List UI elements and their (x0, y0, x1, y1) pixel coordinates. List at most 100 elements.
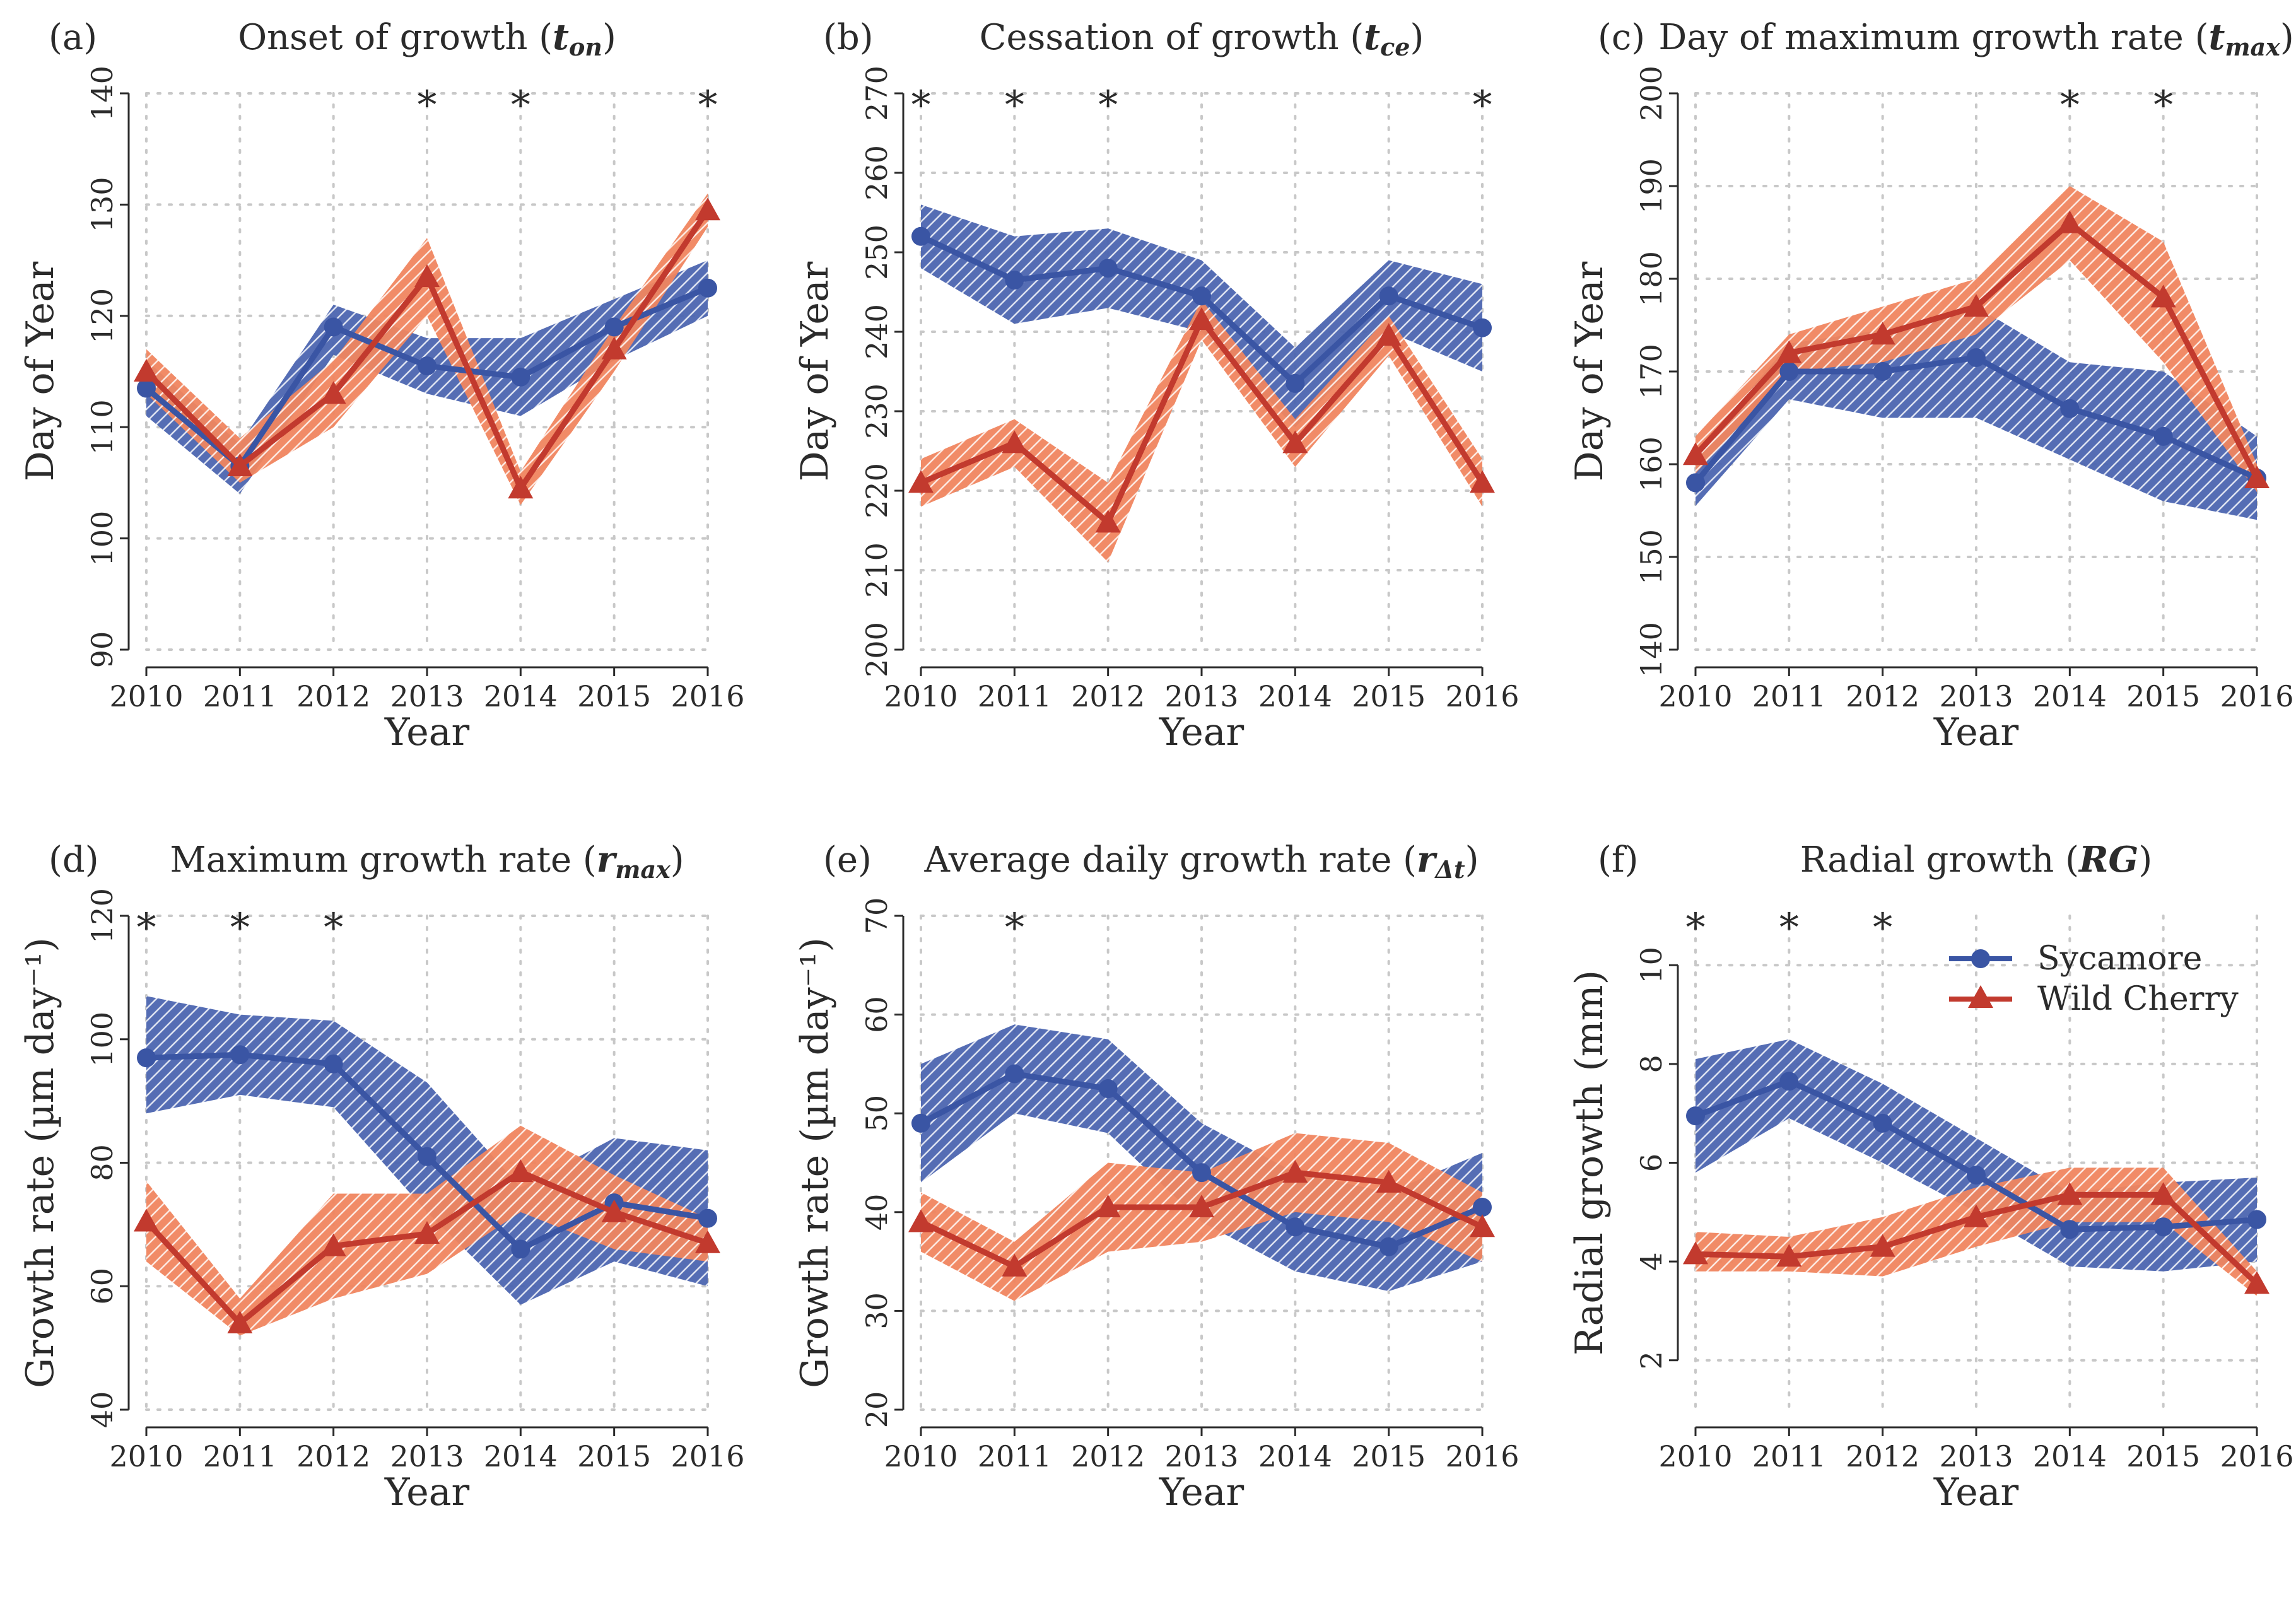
x-tick-label: 2011 (978, 679, 1051, 713)
point-sycamore (1379, 286, 1398, 306)
x-tick-label: 2016 (2220, 1439, 2293, 1473)
point-sycamore (137, 378, 156, 398)
point-wild-cherry (1002, 1253, 1028, 1277)
y-tick-label: 4 (1634, 1252, 1668, 1270)
point-wild-cherry (1002, 430, 1028, 453)
point-sycamore (604, 317, 624, 337)
point-wild-cherry (227, 1310, 253, 1333)
significance-star: * (137, 904, 156, 951)
point-wild-cherry (320, 381, 346, 404)
y-tick-label: 40 (85, 1391, 119, 1429)
x-tick-label: 2012 (1846, 1439, 1919, 1473)
point-wild-cherry (1376, 1169, 1402, 1193)
point-sycamore (324, 317, 343, 337)
x-tick-label: 2014 (2033, 1439, 2107, 1473)
x-tick-label: 2014 (484, 1439, 558, 1473)
point-wild-cherry (1683, 442, 1708, 465)
panel-d: 40 60 80 100 120 2010 2011 2012 2013 2014 2015 2016… (18, 839, 745, 1514)
significance-star: * (1473, 82, 1492, 128)
point-wild-cherry (414, 264, 440, 288)
panel-title: Average daily growth rate (rΔt) (924, 839, 1479, 884)
x-tick-label: 2013 (1939, 1439, 2013, 1473)
point-wild-cherry (601, 336, 627, 360)
y-tick-label: 230 (860, 383, 894, 439)
panel-a: 90 100 110 120 130 140 2010 2011 2012 2013 2014 201… (18, 16, 745, 754)
x-tick-label: 2011 (1752, 1439, 1826, 1473)
point-wild-cherry (1095, 1194, 1121, 1217)
point-sycamore (911, 226, 930, 246)
panel-title: Maximum growth rate (rmax) (170, 839, 684, 884)
significance-star: * (230, 904, 250, 951)
legend-sycamore-marker (1971, 949, 1990, 968)
point-wild-cherry (908, 1209, 934, 1232)
x-tick-label: 2013 (390, 679, 464, 713)
point-wild-cherry (1776, 340, 1802, 363)
band-wild-cherry (1696, 1167, 2257, 1296)
x-tick-label: 2015 (577, 1439, 651, 1473)
point-sycamore (1779, 1072, 1799, 1091)
point-sycamore (1967, 1166, 1986, 1185)
y-tick-label: 60 (860, 996, 894, 1033)
point-sycamore (1192, 286, 1211, 306)
panel-f: 2 4 6 8 10 2010 2011 2012 2013 2014 2015 2016 Year Ra… (1567, 839, 2294, 1514)
y-axis-label: Growth rate (µm day⁻¹) (18, 937, 62, 1388)
legend: Sycamore Wild Cherry (1949, 940, 2239, 1018)
point-wild-cherry (908, 470, 934, 493)
x-tick-label: 2016 (1445, 679, 1519, 713)
point-wild-cherry (1470, 1214, 1495, 1237)
x-tick-label: 2010 (1658, 1439, 1732, 1473)
point-sycamore (911, 1113, 930, 1133)
y-tick-label: 210 (860, 542, 894, 598)
point-sycamore (2060, 399, 2080, 418)
point-wild-cherry (2057, 1182, 2083, 1205)
point-wild-cherry (508, 476, 534, 499)
legend-cherry-label: Wild Cherry (2037, 980, 2239, 1018)
x-tick-label: 2015 (1352, 1439, 1426, 1473)
y-tick-label: 8 (1634, 1055, 1668, 1073)
y-tick-label: 130 (85, 177, 119, 232)
point-sycamore (1686, 473, 1705, 493)
significance-star: * (1686, 904, 1706, 951)
x-tick-label: 2015 (2126, 1439, 2200, 1473)
y-tick-label: 10 (1634, 947, 1668, 984)
point-sycamore (324, 1054, 343, 1073)
x-axis-label: Year (1159, 1470, 1245, 1514)
y-tick-label: 20 (860, 1391, 894, 1429)
point-wild-cherry (695, 197, 720, 221)
significance-star: * (2153, 82, 2173, 128)
y-tick-label: 2 (1634, 1351, 1668, 1369)
x-tick-label: 2011 (978, 1439, 1051, 1473)
x-tick-label: 2011 (1752, 679, 1826, 713)
point-wild-cherry (1870, 1234, 1895, 1257)
point-sycamore (1473, 318, 1492, 337)
point-sycamore (1379, 1237, 1398, 1256)
x-axis-label: Year (1933, 710, 2019, 754)
y-tick-label: 40 (860, 1194, 894, 1231)
x-tick-label: 2013 (1164, 1439, 1238, 1473)
significance-star: * (324, 904, 343, 951)
y-tick-label: 110 (85, 399, 119, 455)
y-tick-label: 30 (860, 1292, 894, 1330)
point-sycamore (1286, 373, 1305, 393)
point-wild-cherry (695, 1230, 720, 1253)
point-sycamore (1192, 1163, 1211, 1183)
panel-c: 140 150 160 170 180 190 200 2010 2011 2012 2013 201… (1567, 16, 2294, 754)
significance-star: * (2060, 82, 2080, 128)
x-tick-label: 2014 (1258, 1439, 1332, 1473)
x-tick-label: 2013 (390, 1439, 464, 1473)
band-sycamore (146, 260, 708, 494)
panel-title: Radial growth (RG) (1800, 839, 2152, 880)
panel-title: Onset of growth (ton) (238, 16, 616, 61)
point-wild-cherry (1189, 1194, 1214, 1217)
y-tick-label: 270 (860, 66, 894, 121)
significance-star: * (1098, 82, 1118, 128)
point-sycamore (511, 367, 530, 387)
point-sycamore (1005, 1064, 1024, 1084)
point-sycamore (1779, 362, 1799, 381)
y-tick-label: 100 (85, 1012, 119, 1067)
point-sycamore (1873, 362, 1892, 381)
point-wild-cherry (134, 1208, 159, 1232)
x-tick-label: 2010 (1658, 679, 1732, 713)
x-tick-label: 2012 (1846, 679, 1919, 713)
